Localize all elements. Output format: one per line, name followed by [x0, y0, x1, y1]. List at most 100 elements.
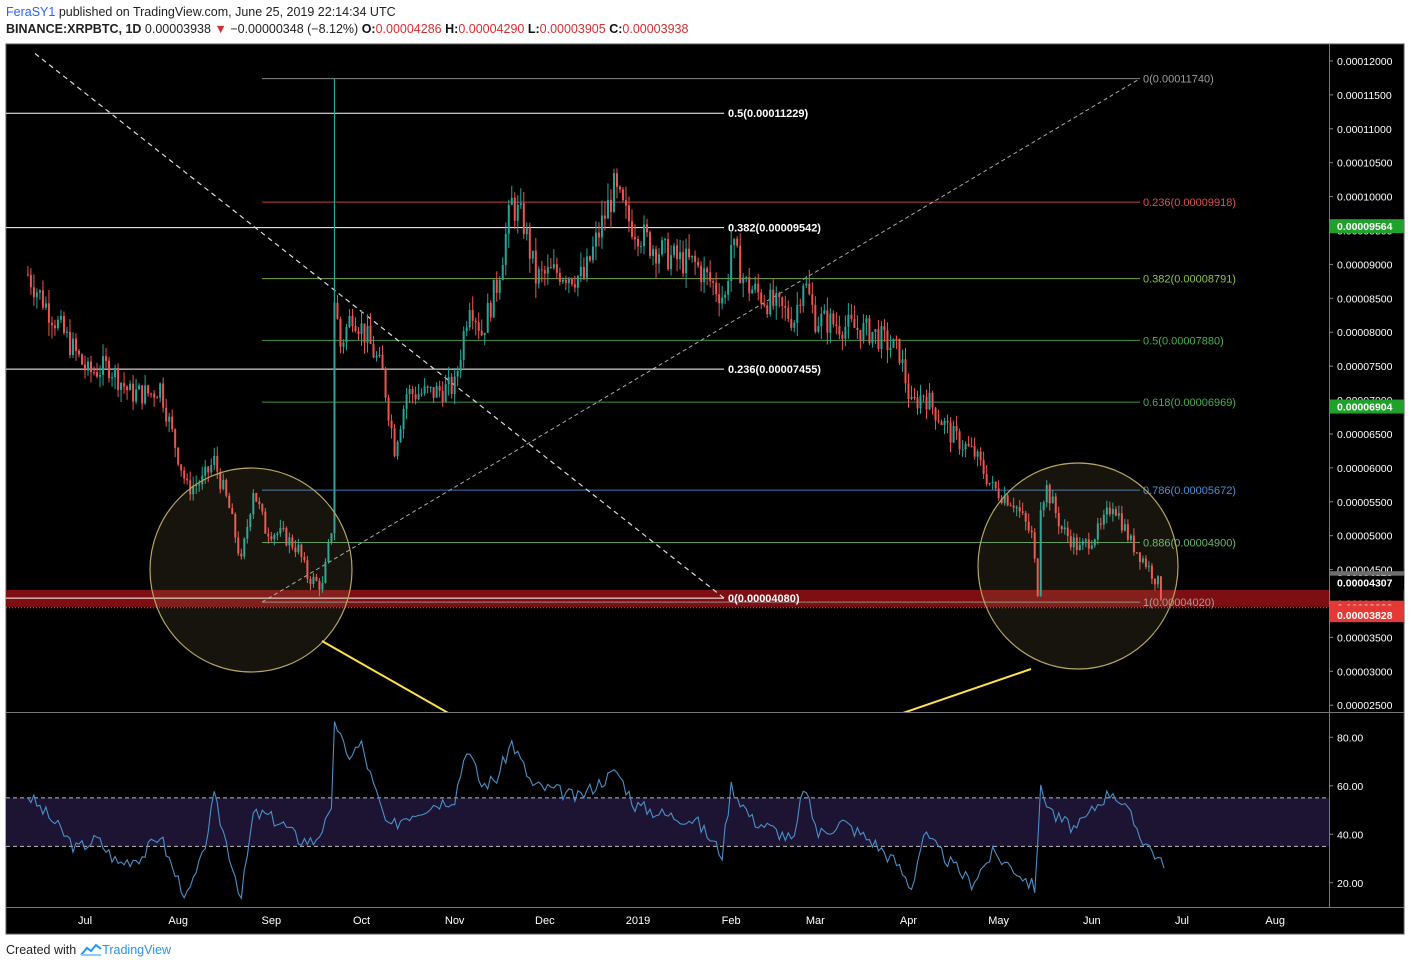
- candle-body: [685, 248, 688, 274]
- candle-body: [811, 294, 814, 305]
- candle-body: [895, 338, 898, 340]
- candle-body: [243, 538, 246, 557]
- price-label-text: 0.00003828: [1337, 610, 1393, 622]
- candle-body: [351, 315, 354, 326]
- candle-body: [153, 393, 156, 398]
- candle-body: [1069, 536, 1072, 548]
- candle-body: [781, 297, 784, 307]
- candle-body: [1141, 558, 1144, 563]
- price-label-box: [1330, 608, 1404, 623]
- candle-body: [868, 318, 871, 344]
- fib1-level-label: 0.5(0.00007880): [1143, 335, 1224, 347]
- candle-body: [1072, 537, 1075, 548]
- candle-body: [132, 383, 135, 402]
- candle-body: [306, 560, 309, 579]
- candle-body: [453, 376, 456, 394]
- chart-canvas[interactable]: 0(0.00011740) 0.236(0.00009918) 0.382(0.00…: [0, 0, 1409, 940]
- candle-body: [591, 246, 594, 261]
- price-tick-label: 0.00003500: [1337, 632, 1393, 644]
- candle-body: [543, 270, 546, 274]
- candle-body: [507, 204, 510, 234]
- tradingview-brand[interactable]: TradingView: [80, 943, 171, 957]
- candle-body: [1045, 485, 1048, 503]
- candle-body: [976, 451, 979, 457]
- candle-body: [637, 238, 639, 247]
- candle-body: [640, 246, 643, 248]
- candle-body: [510, 197, 513, 205]
- candle-body: [1081, 541, 1084, 545]
- candle-body: [495, 279, 498, 293]
- candle-body: [522, 203, 525, 235]
- rsi-tick-label: 80.00: [1337, 732, 1363, 744]
- candle-body: [904, 359, 907, 384]
- time-tick-label: Jul: [1175, 915, 1189, 927]
- candle-body: [528, 227, 531, 259]
- open-value: 0.00004286: [375, 22, 442, 36]
- candle-body: [519, 203, 522, 205]
- fib1-level-label: 0.886(0.00004900): [1143, 537, 1236, 549]
- candle-body: [1009, 505, 1012, 507]
- candle-body: [630, 221, 633, 237]
- low-value: 0.00003905: [539, 22, 606, 36]
- candle-body: [168, 416, 171, 422]
- candle-body: [979, 451, 982, 461]
- candle-body: [417, 394, 420, 400]
- candle-body: [135, 389, 138, 402]
- candle-body: [1018, 507, 1021, 512]
- price-label-text: 0.00006904: [1337, 402, 1393, 414]
- candle-body: [1033, 532, 1036, 559]
- candle-body: [670, 255, 673, 270]
- candle-body: [234, 514, 237, 538]
- candle-body: [898, 338, 901, 363]
- price-tick-label: 0.00005000: [1337, 531, 1393, 543]
- created-with-text: Created with: [6, 943, 77, 957]
- candle-body: [787, 307, 790, 319]
- candle-body: [378, 354, 381, 356]
- candle-body: [102, 356, 105, 375]
- candle-body: [952, 425, 955, 443]
- candle-body: [1114, 509, 1117, 516]
- price-pane[interactable]: 0(0.00011740) 0.236(0.00009918) 0.382(0.00…: [6, 53, 1329, 714]
- candle-body: [393, 428, 396, 457]
- candle-body: [1021, 511, 1024, 513]
- candle-body: [802, 285, 805, 306]
- candle-body: [658, 254, 661, 264]
- rsi-pane[interactable]: [6, 721, 1329, 900]
- candle-body: [309, 578, 312, 584]
- candle-body: [724, 294, 727, 298]
- candle-body: [712, 281, 715, 283]
- candle-body: [354, 325, 357, 332]
- candle-body: [646, 224, 649, 233]
- candle-body: [318, 580, 321, 590]
- candle-body: [1138, 552, 1141, 563]
- candle-body: [643, 224, 646, 247]
- candle-body: [892, 338, 895, 348]
- candle-body: [820, 313, 823, 327]
- candle-body: [330, 533, 333, 542]
- candle-body: [865, 318, 868, 323]
- candle-body: [327, 541, 330, 562]
- candle-body: [652, 249, 655, 256]
- price-tick-label: 0.00006000: [1337, 463, 1393, 475]
- price-tick-label: 0.00006500: [1337, 429, 1393, 441]
- candle-body: [468, 310, 471, 328]
- candle-body: [483, 332, 486, 336]
- fib2-level-label: 0(0.00004080): [728, 593, 800, 605]
- candle-body: [26, 274, 29, 276]
- candle-body: [540, 269, 543, 271]
- candle-body: [700, 265, 703, 283]
- candle-body: [471, 310, 474, 321]
- author-link[interactable]: FeraSY1: [6, 5, 56, 19]
- candle-body: [627, 205, 630, 222]
- candle-body: [1054, 496, 1057, 513]
- candle-body: [946, 420, 949, 423]
- candle-body: [1075, 537, 1078, 550]
- candle-body: [910, 397, 913, 400]
- candle-body: [213, 455, 216, 466]
- candle-body: [537, 269, 540, 284]
- candle-body: [258, 501, 261, 505]
- candle-body: [147, 385, 150, 394]
- candle-body: [838, 325, 841, 335]
- candle-body: [949, 422, 952, 443]
- candle-body: [492, 279, 495, 318]
